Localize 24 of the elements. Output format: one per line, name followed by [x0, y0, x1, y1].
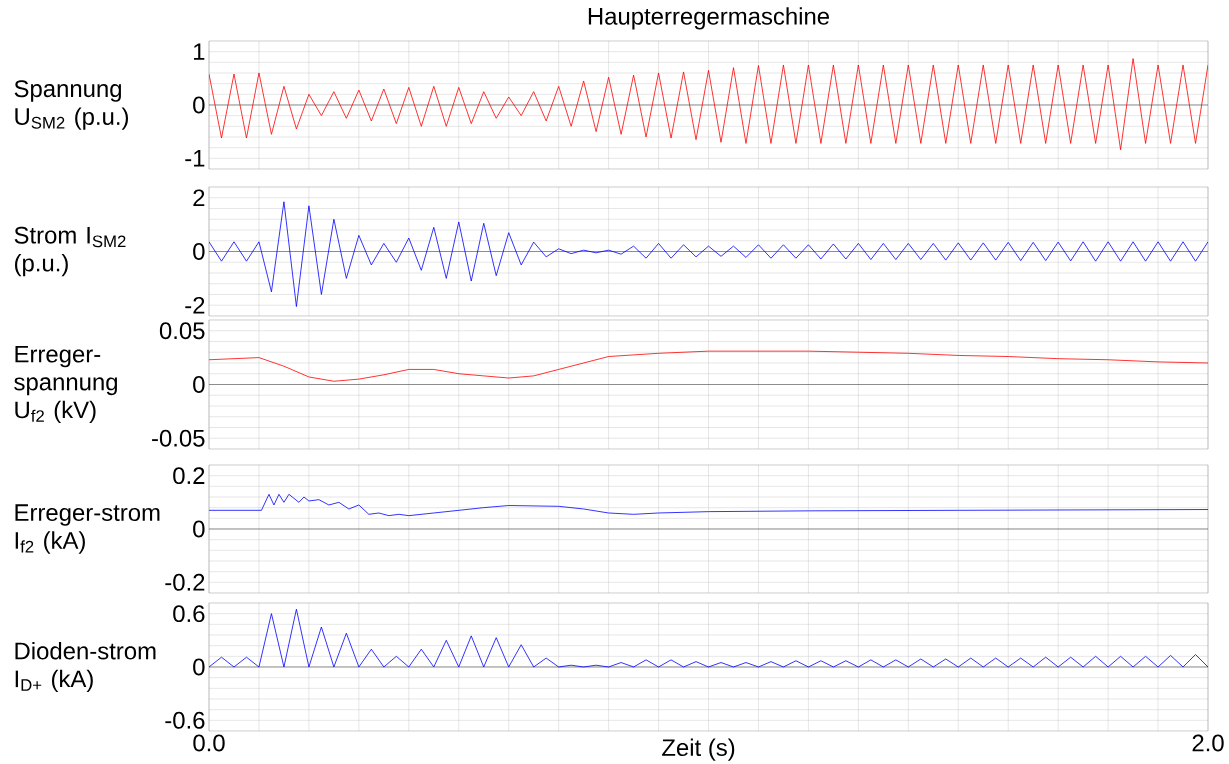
y-tick-label: 0.05 [159, 322, 205, 340]
y-axis-title: Spannung U$_{SM2}$ (p.u.) [14, 80, 128, 130]
y-axis-title: Dioden-strom I$_{D+}$ (kA) [15, 641, 156, 693]
y-tick-label: 2 [193, 189, 205, 207]
y-axis-title: Erreger-strom I$_{f2}$ (kA) [15, 504, 160, 554]
text: Strom I$_{SM2}$ (p.u.) [14, 226, 126, 277]
y-tick-label: -2 [185, 296, 205, 314]
y-tick-label: -0.6 [165, 711, 205, 729]
x-tick-label: 0.0 [193, 734, 225, 752]
chart-title: Haupterregermaschine [588, 7, 830, 30]
y-tick-label: 1 [194, 43, 205, 60]
x-tick-label: 2.0 [1192, 734, 1224, 752]
y-tick-label: 0 [193, 520, 205, 538]
y-axis-title: Erreger-spannung U$_{f2}$ (kV) [14, 345, 117, 424]
y-tick-label: 0.6 [173, 605, 205, 623]
y-tick-label: 0.2 [173, 467, 205, 485]
y-tick-label: 0 [193, 658, 205, 676]
y-tick-label: -0.05 [152, 429, 205, 447]
y-tick-label: 0 [193, 96, 205, 114]
y-tick-label: 0 [193, 243, 205, 260]
y-tick-label: -0.2 [165, 573, 205, 591]
y-tick-label: -1 [185, 150, 205, 167]
x-axis-title: Zeit (s) [662, 738, 735, 761]
y-tick-label: 0 [193, 376, 205, 393]
